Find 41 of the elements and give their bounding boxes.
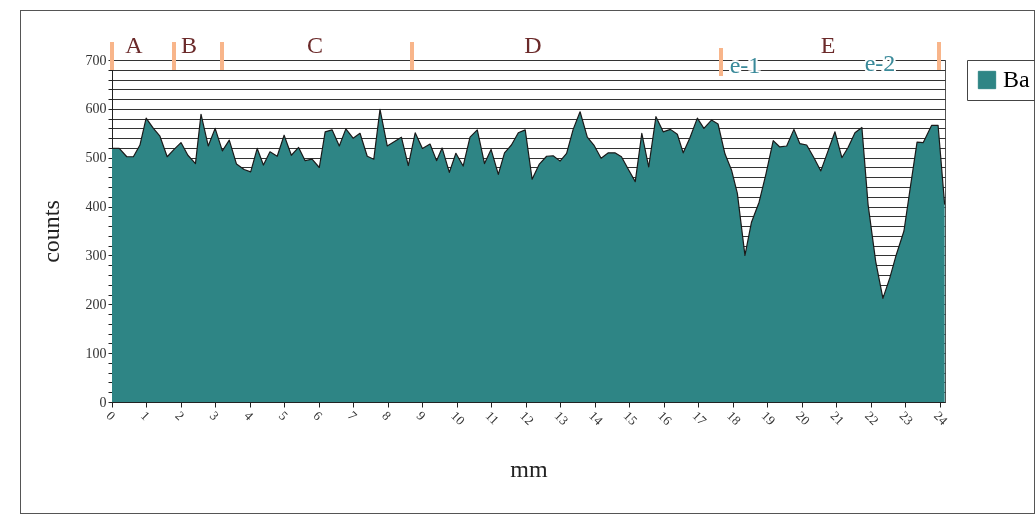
- x-tick-label: 2: [172, 408, 188, 424]
- x-tick-label: 12: [517, 408, 538, 428]
- x-tick-label: 15: [620, 408, 641, 428]
- text: D: [524, 32, 542, 58]
- x-tick-label: 0: [103, 408, 119, 424]
- text: A: [125, 32, 144, 58]
- legend-label: Ba: [1003, 66, 1031, 92]
- x-tick-label: 16: [655, 408, 676, 429]
- x-tick-label: 9: [413, 408, 429, 424]
- y-tick-label: 100: [85, 345, 107, 361]
- x-tick-label: 23: [896, 408, 917, 428]
- x-tick-label: 21: [827, 408, 848, 428]
- y-tick-label: 400: [85, 199, 107, 215]
- y-tick-label: 600: [85, 101, 107, 117]
- x-tick-label: 11: [482, 408, 503, 428]
- x-tick-label: 20: [793, 408, 813, 428]
- x-tick-label: 1: [137, 408, 153, 424]
- y-tick-label: 500: [85, 150, 107, 166]
- x-tick-label: 3: [206, 408, 222, 424]
- x-tick-label: 10: [448, 408, 469, 428]
- x-tick-label: 22: [862, 408, 882, 428]
- x-tick-label: 24: [931, 408, 952, 429]
- y-axis-title: counts: [37, 200, 64, 263]
- x-tick-label: 6: [310, 408, 326, 424]
- text: C: [306, 32, 324, 58]
- x-tick-label: 14: [586, 408, 607, 429]
- x-tick-label: 7: [344, 408, 361, 424]
- y-tick-label: 0: [99, 394, 107, 410]
- x-tick-label: 5: [275, 408, 291, 424]
- x-tick-label: 13: [551, 408, 572, 428]
- y-tick-label: 300: [85, 247, 107, 263]
- x-tick-label: 19: [758, 408, 779, 428]
- x-tick-label: 8: [379, 408, 395, 424]
- x-tick-label: 17: [689, 408, 710, 429]
- x-tick-label: 18: [724, 408, 744, 428]
- y-tick-label: 700: [85, 52, 107, 68]
- x-axis-title: mm: [510, 455, 548, 482]
- text: B: [180, 32, 198, 58]
- text: E: [820, 32, 836, 58]
- y-tick-label: 200: [85, 296, 107, 312]
- x-tick-label: 4: [241, 408, 257, 424]
